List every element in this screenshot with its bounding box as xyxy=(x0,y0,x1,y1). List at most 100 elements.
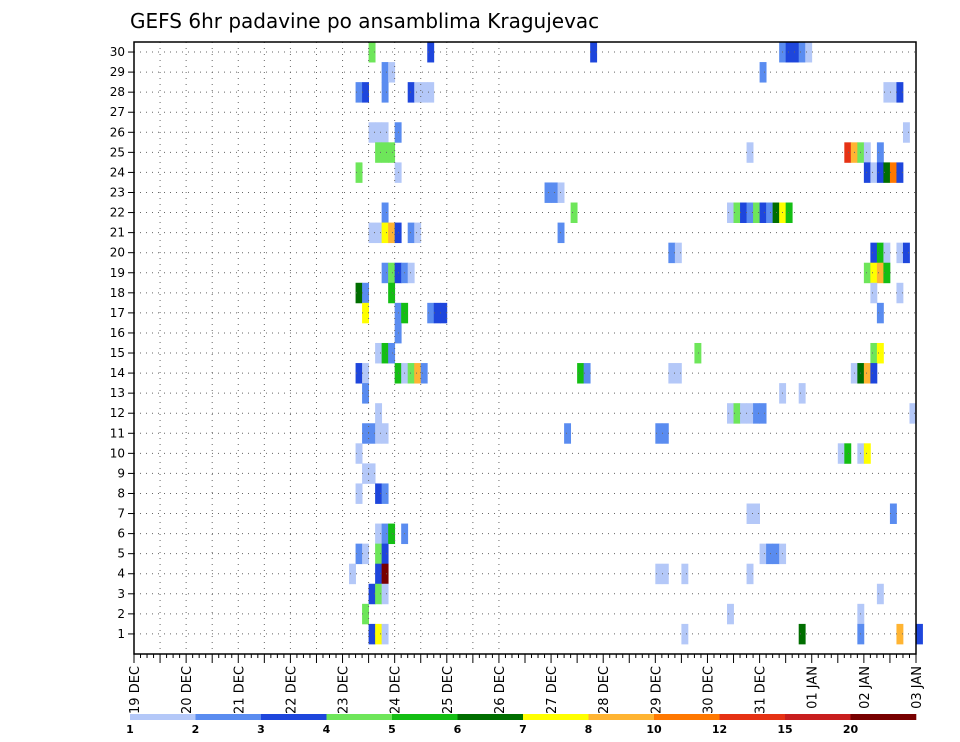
cell-member-21-step-37 xyxy=(375,222,383,244)
x-tick-label: 30 DEC xyxy=(701,666,716,714)
cell-member-1-step-84 xyxy=(681,623,689,645)
cell-member-13-step-102 xyxy=(798,383,806,404)
cell-member-29-step-39 xyxy=(388,62,396,83)
cell-member-14-step-112 xyxy=(863,363,871,384)
cell-member-11-step-35 xyxy=(362,423,369,444)
y-tick-label: 1 xyxy=(117,627,125,641)
cell-member-25-step-114 xyxy=(876,142,884,163)
chart-title: GEFS 6hr padavine po ansamblima Kragujev… xyxy=(130,9,599,33)
cell-member-24-step-112 xyxy=(863,162,871,183)
cell-member-14-step-35 xyxy=(362,363,369,384)
legend-swatch xyxy=(130,714,196,720)
cell-member-15-step-39 xyxy=(388,342,396,364)
cell-member-26-step-37 xyxy=(375,122,383,143)
y-tick-label: 3 xyxy=(117,587,125,601)
cell-member-25-step-94 xyxy=(746,142,754,163)
cell-member-14-step-68 xyxy=(577,363,585,384)
cell-member-22-step-100 xyxy=(785,202,793,223)
cell-member-14-step-69 xyxy=(583,363,591,384)
x-tick-label: 29 DEC xyxy=(649,666,664,714)
cell-member-10-step-108 xyxy=(837,443,845,464)
cell-member-5-step-96 xyxy=(759,543,767,565)
cell-member-12-step-95 xyxy=(753,403,760,424)
cell-member-25-step-39 xyxy=(388,142,396,163)
y-tick-label: 9 xyxy=(117,466,125,480)
cell-member-23-step-65 xyxy=(557,182,565,203)
y-tick-label: 19 xyxy=(110,266,125,280)
y-tick-label: 16 xyxy=(110,326,125,340)
x-tick-label: 01 JAN xyxy=(806,666,821,709)
cell-member-2-step-35 xyxy=(362,603,369,625)
x-tick-label: 24 DEC xyxy=(389,666,404,714)
cell-member-7-step-116 xyxy=(889,503,897,524)
cell-member-22-step-67 xyxy=(570,202,578,223)
y-tick-label: 18 xyxy=(110,286,125,300)
cell-member-20-step-114 xyxy=(876,242,884,264)
x-tick-label: 27 DEC xyxy=(545,666,560,714)
cell-member-17-step-35 xyxy=(362,302,369,324)
cell-member-15-step-114 xyxy=(876,342,884,364)
legend-swatch xyxy=(195,714,262,720)
cell-member-20-step-117 xyxy=(896,242,904,264)
cell-member-18-step-39 xyxy=(388,282,396,304)
cell-member-4-step-37 xyxy=(375,563,383,585)
y-tick-label: 4 xyxy=(117,567,125,581)
color-legend: 1 2 3 4 5 6 7 8 10 12 15 20 xyxy=(126,714,917,736)
y-tick-label: 30 xyxy=(110,45,125,59)
cell-member-1-step-120 xyxy=(916,623,923,645)
cell-member-21-step-65 xyxy=(557,222,565,244)
cell-member-22-step-92 xyxy=(733,202,741,223)
cell-member-12-step-94 xyxy=(746,403,754,424)
cell-member-19-step-39 xyxy=(388,262,396,284)
x-tick-label: 26 DEC xyxy=(493,666,508,714)
cell-member-14-step-82 xyxy=(668,363,676,384)
cell-member-22-step-38 xyxy=(381,202,389,223)
cell-member-4-step-94 xyxy=(746,563,754,585)
cell-member-7-step-94 xyxy=(746,503,754,524)
cell-member-8-step-38 xyxy=(381,483,389,504)
cell-member-3-step-36 xyxy=(368,583,376,605)
legend-label: 10 xyxy=(646,723,662,736)
cell-member-25-step-38 xyxy=(381,142,389,163)
cell-member-19-step-38 xyxy=(381,262,389,284)
cell-member-19-step-113 xyxy=(870,262,878,284)
cell-member-18-step-34 xyxy=(355,282,363,304)
y-tick-label: 13 xyxy=(110,386,125,400)
x-tick-label: 20 DEC xyxy=(180,666,195,714)
x-tick-label: 28 DEC xyxy=(597,666,612,714)
plot-frame xyxy=(133,41,917,655)
cell-member-6-step-37 xyxy=(375,523,383,545)
y-tick-label: 28 xyxy=(110,85,125,99)
cell-member-22-step-96 xyxy=(759,202,767,223)
cell-member-4-step-33 xyxy=(349,563,356,585)
legend-swatch xyxy=(719,714,786,720)
cell-member-6-step-39 xyxy=(388,523,396,545)
cell-member-18-step-113 xyxy=(870,282,878,304)
cell-member-21-step-36 xyxy=(368,222,376,244)
legend-label: 12 xyxy=(712,723,727,736)
cell-member-4-step-81 xyxy=(661,563,669,585)
cell-member-30-step-100 xyxy=(785,42,793,63)
cell-member-24-step-117 xyxy=(896,162,904,183)
cell-member-24-step-115 xyxy=(883,162,891,183)
cell-member-15-step-37 xyxy=(375,342,383,364)
cell-member-11-step-38 xyxy=(381,423,389,444)
cell-member-20-step-118 xyxy=(902,242,910,264)
cell-member-14-step-83 xyxy=(674,363,682,384)
cell-member-28-step-116 xyxy=(889,82,897,103)
y-tick-label: 17 xyxy=(110,306,125,320)
cell-member-9-step-36 xyxy=(368,463,376,484)
legend-swatch xyxy=(326,714,393,720)
cell-member-1-step-37 xyxy=(375,623,383,645)
legend-label: 6 xyxy=(454,723,462,736)
cell-member-5-step-34 xyxy=(355,543,363,565)
cell-member-28-step-115 xyxy=(883,82,891,103)
legend-swatch xyxy=(261,714,327,720)
cell-member-17-step-47 xyxy=(440,302,448,324)
grid-lines xyxy=(134,42,916,654)
cell-member-3-step-38 xyxy=(381,583,389,605)
cell-member-25-step-109 xyxy=(844,142,852,163)
y-tick-label: 14 xyxy=(110,366,125,380)
y-tick-label: 11 xyxy=(110,426,125,440)
